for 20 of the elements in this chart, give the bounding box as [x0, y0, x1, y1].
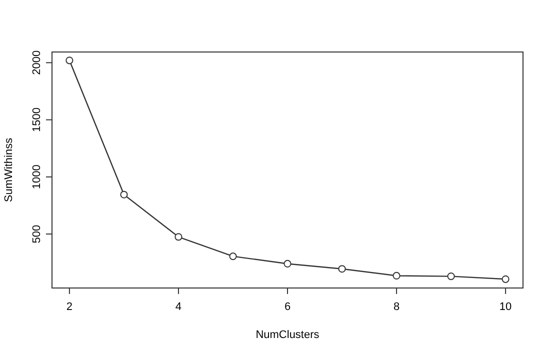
x-tick-label: 4	[175, 301, 182, 313]
y-tick-label: 500	[31, 224, 43, 244]
point	[66, 56, 74, 64]
x-tick-label: 8	[393, 301, 400, 313]
y-tick-label: 1000	[31, 164, 43, 190]
x-tick-label: 6	[284, 301, 291, 313]
x-tick-label: 2	[66, 301, 73, 313]
point	[447, 272, 455, 280]
point	[229, 252, 237, 260]
y-axis-title: SumWithinss	[3, 137, 15, 202]
point	[120, 190, 128, 198]
x-axis-title: NumClusters	[256, 329, 320, 341]
y-tick-label: 2000	[31, 50, 43, 75]
point	[174, 233, 182, 241]
point	[284, 260, 292, 268]
point	[502, 275, 510, 283]
point	[338, 265, 346, 273]
x-tick-label: 10	[499, 301, 512, 313]
point	[392, 272, 400, 280]
y-tick-label: 1500	[31, 108, 43, 132]
